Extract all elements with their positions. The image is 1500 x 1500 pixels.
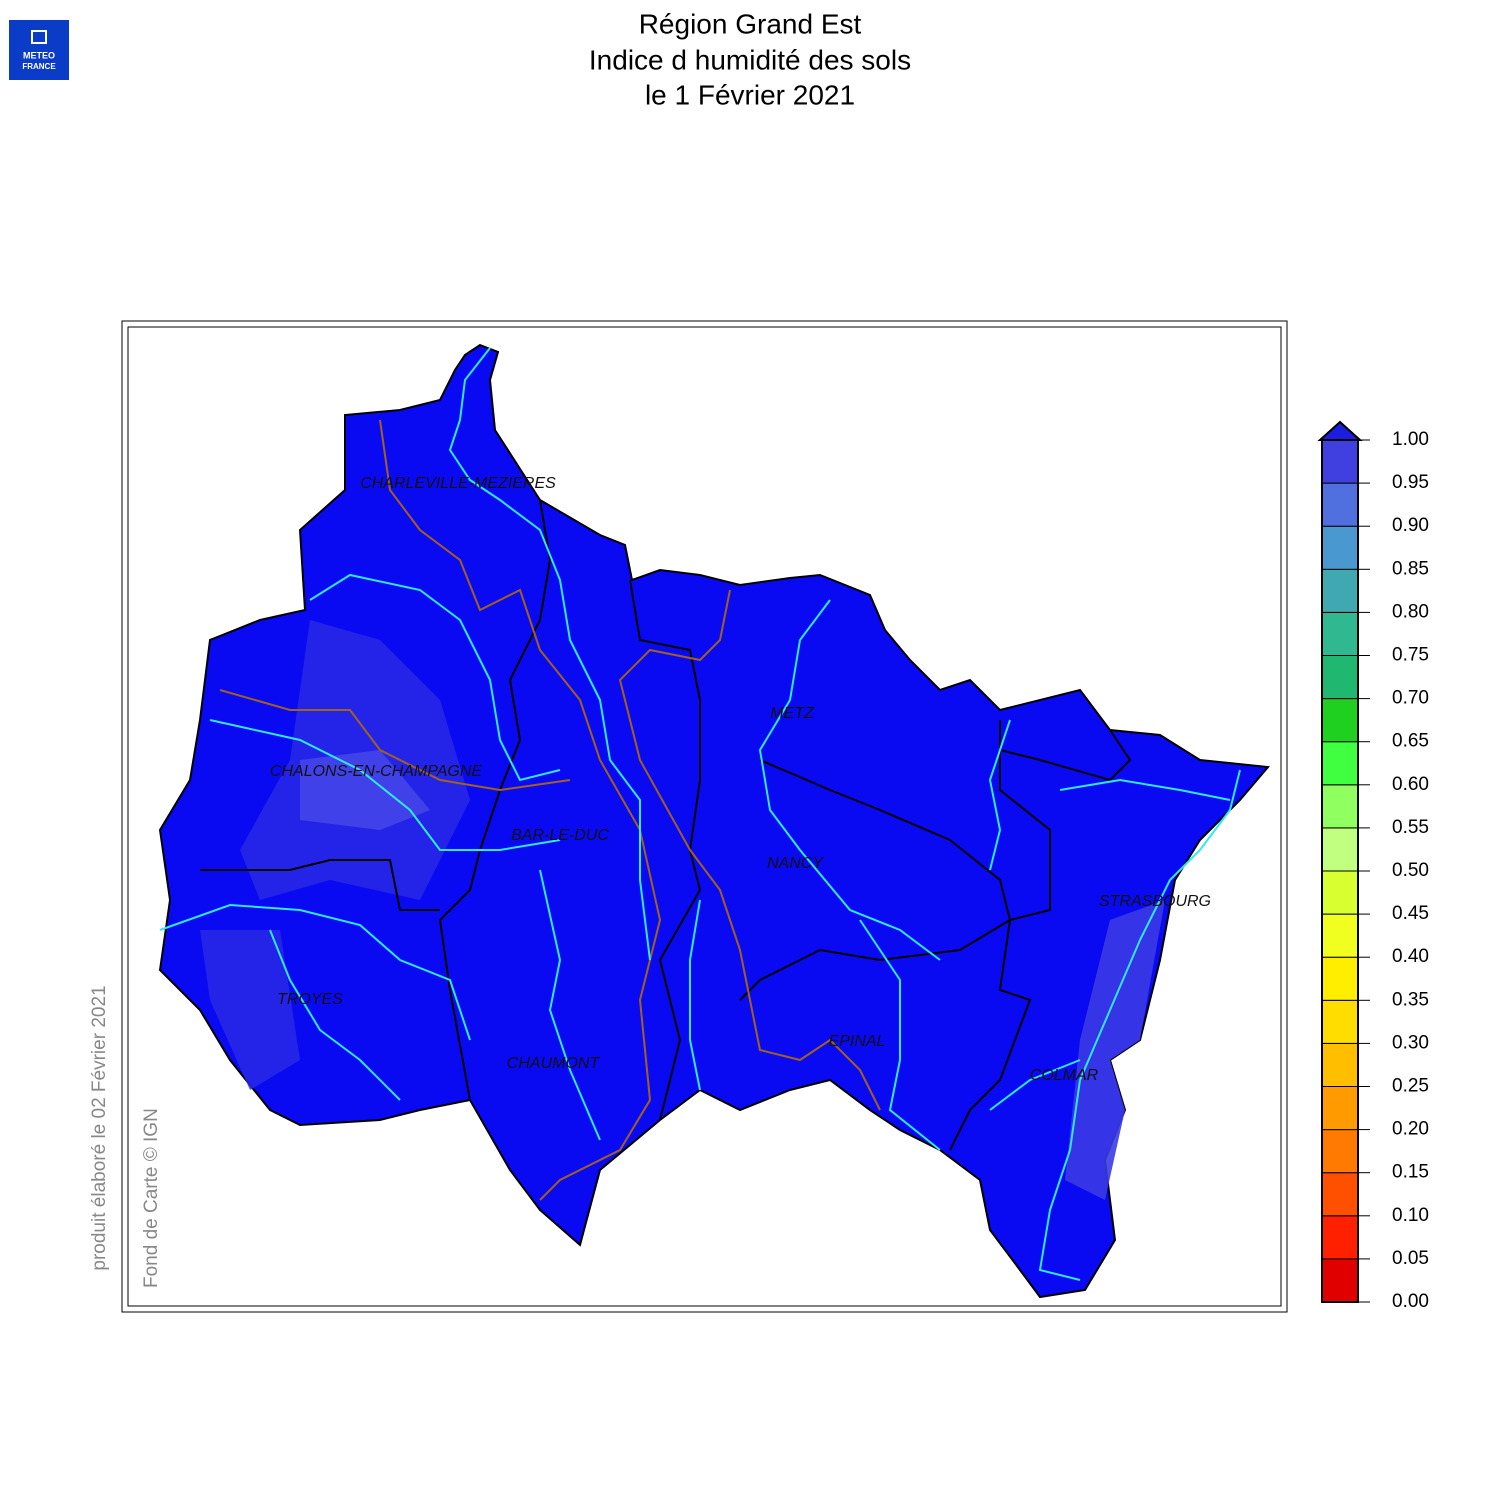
frame [121,320,1288,1313]
colorbar-segment [1321,482,1359,527]
title: Indice d humidité des sols [589,44,911,75]
colorbar-segment [1321,956,1359,1001]
logo-icon [31,30,47,44]
colorbar-segment [1321,784,1359,829]
city-label: TROYES [277,991,343,1008]
colorbar-label: 0.30 [1392,1032,1429,1053]
colorbar-label: 0.15 [1392,1162,1429,1183]
logo-text: METEO [23,50,55,60]
colorbar-label: 0.40 [1392,946,1429,967]
colorbar-segment [1321,741,1359,786]
credit: Fond de Carte © IGN [141,1108,162,1288]
colorbar-label: 0.00 [1392,1291,1429,1312]
colorbar-label: 0.50 [1392,860,1429,881]
colorbar-label: 0.95 [1392,472,1429,493]
colorbar-over [1317,420,1363,441]
city-label: CHALONS-EN-CHAMPAGNE [270,763,483,780]
city-label: EPINAL [829,1033,886,1050]
colorbar-label: 0.90 [1392,515,1429,536]
colorbar-label: 0.35 [1392,989,1429,1010]
colorbar-label: 0.75 [1392,645,1429,666]
map [158,343,1270,1299]
colorbar-segment [1321,870,1359,915]
city-label: NANCY [767,855,824,872]
colorbar-label: 0.70 [1392,688,1429,709]
colorbar-segment [1321,1042,1359,1088]
title: Région Grand Est [639,8,862,39]
city-label: CHARLEVILLE-MEZIERES [360,475,556,492]
colorbar-segment [1321,439,1359,484]
moisture-zone [300,750,430,830]
colorbar-segment [1321,999,1359,1044]
colorbar-segment [1321,698,1359,743]
colorbar-label: 1.00 [1392,429,1429,450]
colorbar-label: 0.20 [1392,1119,1429,1140]
colorbar-label: 0.05 [1392,1248,1429,1269]
colorbar-label: 0.60 [1392,774,1429,795]
colorbar-segment [1321,611,1359,657]
colorbar-segment [1321,1215,1359,1260]
city-label: COLMAR [1030,1067,1099,1084]
colorbar-segment [1321,1086,1359,1131]
title: le 1 Février 2021 [645,79,855,110]
colorbar-segment [1321,525,1359,570]
colorbar-segment [1321,1172,1359,1217]
credit: produit élaboré le 02 Février 2021 [89,985,110,1270]
colorbar-label: 0.80 [1392,601,1429,622]
frame [127,326,1282,1307]
moisture-zone [1065,900,1165,1200]
colorbar-segment [1321,827,1359,872]
colorbar-label: 0.45 [1392,903,1429,924]
logo-text: FRANCE [22,62,56,71]
moisture-zone [200,930,300,1090]
colorbar-label: 0.10 [1392,1205,1429,1226]
city-label: CHAUMONT [507,1055,601,1072]
colorbar-label: 0.65 [1392,731,1429,752]
region [158,343,1270,1299]
city-label: BAR-LE-DUC [511,827,609,844]
colorbar-segment [1321,913,1359,958]
colorbar-segment [1321,1258,1359,1303]
colorbar-label: 0.55 [1392,817,1429,838]
city-label: METZ [770,705,815,722]
colorbar-segment [1321,568,1359,613]
colorbar-segment [1321,1129,1359,1174]
city-label: STRASBOURG [1099,893,1211,910]
colorbar-segment [1321,655,1359,700]
colorbar-label: 0.85 [1392,558,1429,579]
colorbar-label: 0.25 [1392,1076,1429,1097]
